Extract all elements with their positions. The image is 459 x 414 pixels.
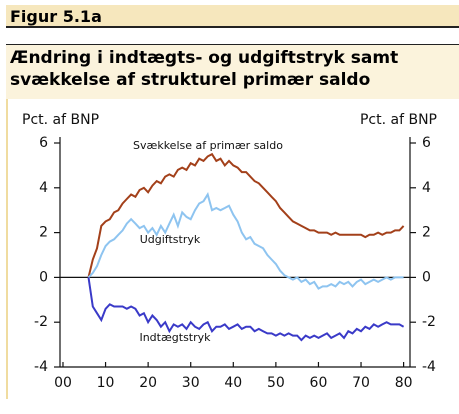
y2-axis-label: Pct. af BNP: [360, 112, 437, 128]
x-tick-label: 20: [139, 375, 157, 391]
line-series: [87, 192, 404, 290]
y2-tick-label: 0: [422, 269, 431, 285]
y2-tick-label: 2: [422, 225, 431, 241]
y2-tick-label: -4: [422, 359, 436, 375]
x-tick-label: 60: [310, 375, 328, 391]
y-tick-label: 0: [39, 269, 48, 285]
y2-tick-label: 6: [422, 135, 431, 151]
frame-edge: [6, 99, 8, 399]
y-axis-label: Pct. af BNP: [22, 112, 99, 128]
y-tick-label: -2: [34, 314, 48, 330]
series-label: Indtægtstryk: [139, 331, 211, 344]
x-tick-label: 70: [352, 375, 370, 391]
chart-title: Ændring i indtægts- og udgiftstryk samt …: [6, 44, 459, 99]
x-tick-label: 40: [224, 375, 242, 391]
x-tick-label: 00: [54, 375, 72, 391]
y-tick-label: 6: [39, 135, 48, 151]
x-tick-label: 10: [97, 375, 115, 391]
x-tick-label: 80: [395, 375, 413, 391]
y-tick-label: -4: [34, 359, 48, 375]
y2-tick-label: -2: [422, 314, 436, 330]
line-series: [87, 277, 405, 342]
x-tick-label: 30: [182, 375, 200, 391]
series-label: Svækkelse af primær saldo: [133, 139, 283, 152]
y-tick-label: 4: [39, 180, 48, 196]
line-series: [87, 152, 405, 278]
y2-tick-label: 4: [422, 180, 431, 196]
y-tick-label: 2: [39, 225, 48, 241]
series-label: Udgiftstryk: [140, 233, 201, 246]
figure-label: Figur 5.1a: [6, 5, 459, 28]
x-tick-label: 50: [267, 375, 285, 391]
